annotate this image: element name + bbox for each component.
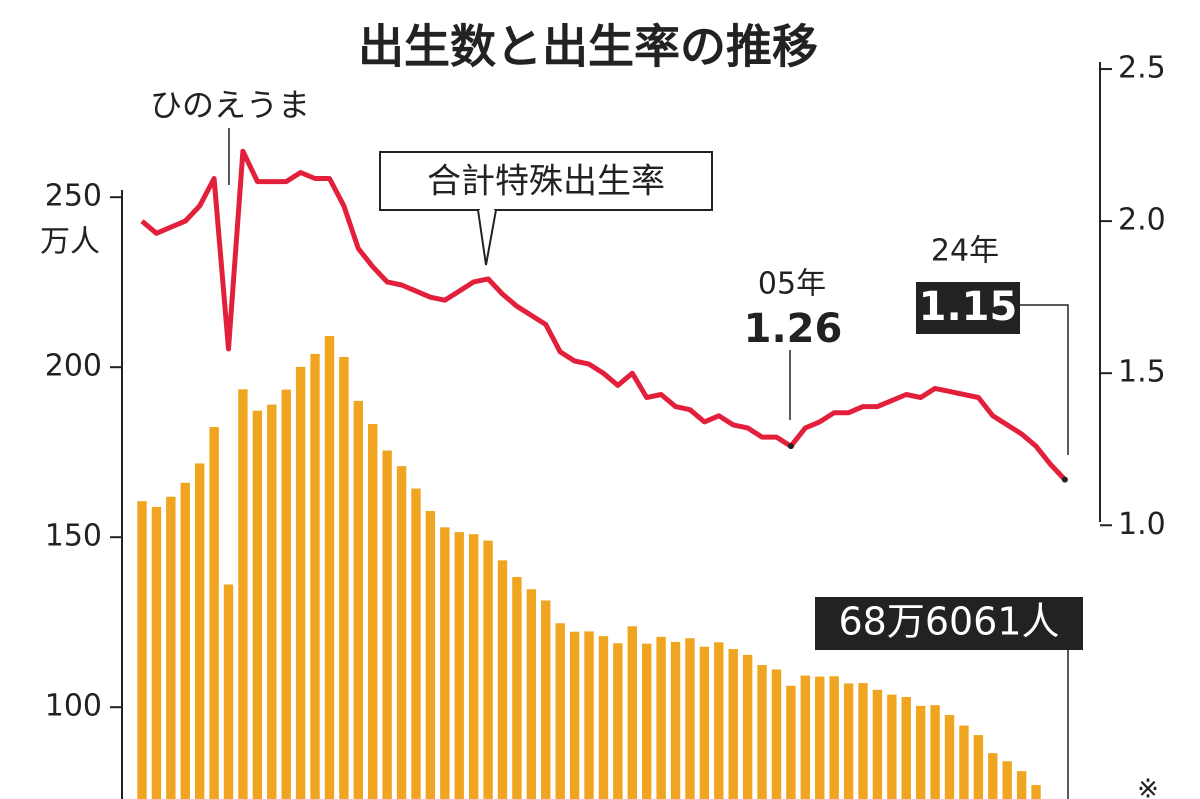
annotation: 24年 bbox=[931, 234, 999, 269]
bar bbox=[267, 404, 277, 799]
bar bbox=[973, 735, 984, 799]
bar bbox=[209, 427, 219, 799]
label-box bbox=[815, 597, 1083, 650]
bar bbox=[872, 689, 883, 799]
bar bbox=[815, 676, 825, 799]
y2-tick-label: 2.5 bbox=[1118, 51, 1166, 86]
bar bbox=[959, 725, 969, 799]
bar bbox=[1002, 761, 1012, 799]
y-tick-label: 150 bbox=[45, 519, 102, 554]
y-tick-label: 250 bbox=[45, 179, 102, 214]
label-dot bbox=[787, 443, 794, 450]
label-dot bbox=[1061, 476, 1068, 483]
bar bbox=[194, 463, 205, 799]
y-unit: 万人 bbox=[40, 225, 100, 260]
data-label: 1.26 bbox=[744, 306, 843, 352]
line bbox=[140, 148, 1067, 482]
bar bbox=[699, 646, 710, 799]
annotation: 05年 bbox=[758, 267, 826, 302]
data-label: 1.15 bbox=[919, 284, 1018, 330]
bar bbox=[757, 665, 767, 799]
bar bbox=[411, 488, 421, 799]
bar bbox=[1031, 785, 1041, 799]
y2-tick-label: 1.0 bbox=[1118, 507, 1166, 542]
bar bbox=[151, 506, 162, 799]
y-tick-label: 100 bbox=[45, 689, 102, 724]
bar bbox=[368, 423, 378, 799]
bar bbox=[742, 654, 753, 799]
annotation: ひのえうま bbox=[150, 86, 310, 124]
bar bbox=[656, 636, 666, 799]
bar bbox=[613, 643, 623, 799]
bar bbox=[541, 600, 551, 799]
bar bbox=[771, 669, 782, 799]
legend-box bbox=[379, 151, 713, 211]
bar bbox=[670, 641, 681, 799]
data-label: 68万6061人 bbox=[838, 600, 1059, 644]
bar bbox=[901, 697, 911, 799]
bar bbox=[353, 400, 363, 799]
bar bbox=[295, 366, 306, 799]
y2-tick-label: 2.0 bbox=[1118, 203, 1166, 238]
bar bbox=[483, 540, 493, 799]
y2-tick-label: 1.5 bbox=[1118, 355, 1166, 390]
bar bbox=[526, 589, 537, 799]
y-tick-label: 200 bbox=[45, 349, 102, 384]
footnote-mark: ※ bbox=[1137, 775, 1159, 799]
bar bbox=[584, 631, 594, 799]
bar bbox=[642, 643, 652, 799]
bar bbox=[843, 683, 854, 799]
bar bbox=[339, 357, 349, 799]
chart-title: 出生数と出生率の推移 bbox=[358, 20, 818, 74]
bar bbox=[454, 532, 464, 799]
bar bbox=[988, 753, 998, 799]
legend-pointer bbox=[477, 209, 497, 266]
bar bbox=[728, 649, 738, 799]
bar bbox=[1016, 771, 1027, 799]
bar bbox=[425, 511, 436, 799]
bar bbox=[555, 623, 565, 799]
bar bbox=[238, 389, 248, 799]
bar bbox=[627, 626, 637, 799]
legend-label: 合計特殊出生率 bbox=[427, 162, 665, 202]
bar bbox=[858, 683, 868, 799]
bar bbox=[829, 676, 839, 799]
bar bbox=[310, 353, 320, 799]
bar bbox=[440, 527, 450, 799]
bar bbox=[180, 482, 190, 799]
bar bbox=[497, 560, 508, 799]
bar bbox=[685, 638, 695, 799]
bar bbox=[281, 389, 291, 799]
bar bbox=[930, 705, 940, 799]
bar bbox=[887, 694, 897, 799]
bar bbox=[468, 534, 479, 799]
bar bbox=[786, 685, 796, 799]
bar bbox=[166, 496, 176, 799]
label-box bbox=[916, 282, 1020, 334]
bar bbox=[137, 501, 147, 799]
bar bbox=[396, 466, 407, 799]
bar bbox=[512, 576, 522, 799]
bar bbox=[382, 450, 392, 799]
bar bbox=[598, 636, 609, 799]
leader-line bbox=[1020, 304, 1069, 455]
plot-area bbox=[137, 148, 1067, 799]
bar bbox=[223, 584, 234, 799]
bar bbox=[324, 335, 335, 799]
bar bbox=[800, 675, 811, 799]
bar bbox=[252, 410, 263, 799]
bar bbox=[915, 705, 926, 799]
bar bbox=[714, 642, 724, 799]
bar bbox=[569, 631, 580, 799]
bar bbox=[944, 715, 955, 799]
